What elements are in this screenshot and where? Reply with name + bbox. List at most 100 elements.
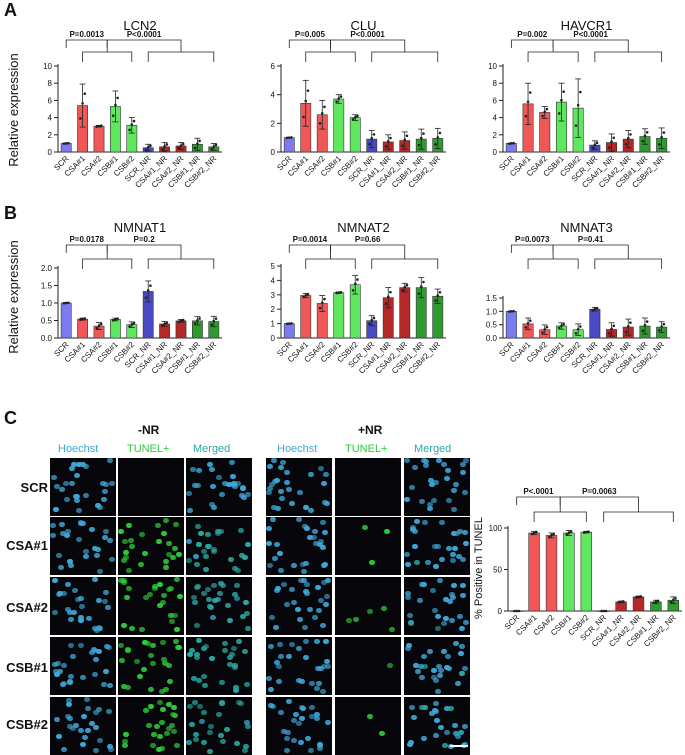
cell-nucleus bbox=[299, 679, 305, 684]
c3-data-point bbox=[132, 321, 136, 325]
cell-nucleus bbox=[139, 532, 145, 537]
micrograph bbox=[266, 697, 332, 755]
c2-data-point bbox=[626, 136, 630, 140]
cell-nucleus bbox=[268, 687, 274, 692]
c4-data-point bbox=[372, 316, 376, 320]
cell-nucleus bbox=[79, 604, 85, 609]
cell-nucleus bbox=[296, 721, 302, 726]
cell-nucleus bbox=[272, 556, 278, 561]
c5-data-point bbox=[624, 330, 628, 334]
cell-nucleus bbox=[432, 608, 438, 613]
cell-nucleus bbox=[318, 666, 324, 671]
c6-data-point bbox=[530, 532, 534, 536]
cell-nucleus bbox=[245, 492, 251, 497]
c4-data-point bbox=[302, 295, 305, 299]
c6-data-point bbox=[565, 533, 568, 536]
c3-data-point bbox=[181, 318, 185, 322]
cell-nucleus bbox=[109, 557, 115, 562]
c2-bracket-group-nr bbox=[594, 51, 663, 62]
cell-nucleus bbox=[444, 706, 450, 711]
c2-data-point bbox=[574, 124, 578, 127]
c6-data-point bbox=[513, 609, 516, 613]
c3-y-tick-label: 1.0 bbox=[41, 299, 53, 308]
c2-y-tick-label: 8 bbox=[493, 79, 498, 88]
cell-nucleus bbox=[163, 687, 169, 692]
cell-nucleus bbox=[309, 681, 315, 686]
cell-nucleus bbox=[433, 480, 439, 485]
cell-nucleus bbox=[297, 490, 303, 495]
cell-nucleus bbox=[455, 681, 461, 686]
cell-nucleus bbox=[407, 613, 413, 618]
micrograph bbox=[404, 458, 470, 516]
cell-nucleus bbox=[96, 707, 102, 712]
c6-data-point bbox=[674, 597, 677, 600]
cell-nucleus bbox=[418, 664, 424, 669]
scale-bar bbox=[450, 745, 468, 747]
cell-nucleus bbox=[321, 580, 327, 585]
cell-nucleus bbox=[431, 668, 437, 673]
row-label-csb1: CSB#1 bbox=[6, 660, 48, 675]
c3-data-point bbox=[116, 317, 119, 320]
c3-data-point bbox=[67, 301, 70, 305]
cell-nucleus bbox=[211, 583, 217, 588]
cell-nucleus bbox=[68, 674, 74, 679]
micrograph bbox=[118, 697, 184, 755]
c2-y-tick-label: 4 bbox=[493, 114, 498, 123]
cell-nucleus bbox=[242, 649, 248, 654]
cell-nucleus bbox=[89, 527, 95, 532]
panel-letter-c: C bbox=[4, 408, 17, 428]
c3-annotation-1: P=0.0178 bbox=[69, 235, 104, 244]
cell-nucleus bbox=[70, 726, 76, 731]
c0-data-point bbox=[181, 142, 185, 146]
c5-data-point bbox=[612, 324, 616, 328]
cell-nucleus bbox=[433, 678, 439, 683]
cell-nucleus bbox=[293, 712, 299, 717]
cell-nucleus bbox=[211, 549, 217, 554]
cell-nucleus bbox=[421, 736, 427, 741]
cell-nucleus bbox=[194, 652, 200, 657]
c6-data-point bbox=[656, 599, 660, 603]
c4-data-point bbox=[356, 278, 359, 281]
c2-data-point bbox=[645, 130, 649, 134]
c6-data-point bbox=[654, 600, 658, 604]
cell-nucleus bbox=[291, 738, 297, 743]
c0-data-point bbox=[163, 145, 166, 148]
cell-nucleus bbox=[232, 663, 238, 668]
c1-data-point bbox=[419, 136, 423, 140]
micrograph bbox=[266, 517, 332, 575]
cell-nucleus bbox=[304, 582, 310, 587]
c2-data-point bbox=[579, 90, 582, 94]
cell-nucleus bbox=[387, 663, 393, 668]
c2-bracket-2 bbox=[552, 39, 629, 52]
c4-data-point bbox=[417, 292, 421, 295]
cell-nucleus bbox=[100, 481, 106, 486]
cell-nucleus bbox=[76, 537, 82, 542]
cell-nucleus bbox=[444, 665, 450, 670]
c4-data-point bbox=[422, 280, 425, 284]
cell-nucleus bbox=[122, 739, 128, 744]
cell-nucleus bbox=[311, 535, 317, 540]
cell-nucleus bbox=[296, 678, 302, 683]
cell-nucleus bbox=[83, 549, 89, 554]
cell-nucleus bbox=[312, 615, 318, 620]
cell-nucleus bbox=[107, 458, 113, 463]
micrograph bbox=[50, 517, 116, 575]
micrograph bbox=[50, 577, 116, 635]
cell-nucleus bbox=[233, 688, 239, 693]
cell-nucleus bbox=[238, 528, 244, 533]
cell-nucleus bbox=[436, 664, 442, 669]
cell-nucleus bbox=[304, 526, 310, 531]
cell-nucleus bbox=[453, 731, 459, 736]
cell-nucleus bbox=[427, 649, 433, 654]
c4-data-point bbox=[318, 306, 322, 310]
cell-nucleus bbox=[65, 582, 71, 587]
cell-nucleus bbox=[137, 674, 143, 679]
cell-nucleus bbox=[142, 640, 148, 645]
cell-nucleus bbox=[421, 654, 427, 659]
cell-nucleus bbox=[173, 639, 179, 644]
c6-bar bbox=[615, 601, 627, 612]
cell-nucleus bbox=[233, 685, 239, 690]
cell-nucleus bbox=[266, 676, 272, 681]
cell-nucleus bbox=[203, 567, 209, 572]
cell-nucleus bbox=[60, 531, 66, 536]
